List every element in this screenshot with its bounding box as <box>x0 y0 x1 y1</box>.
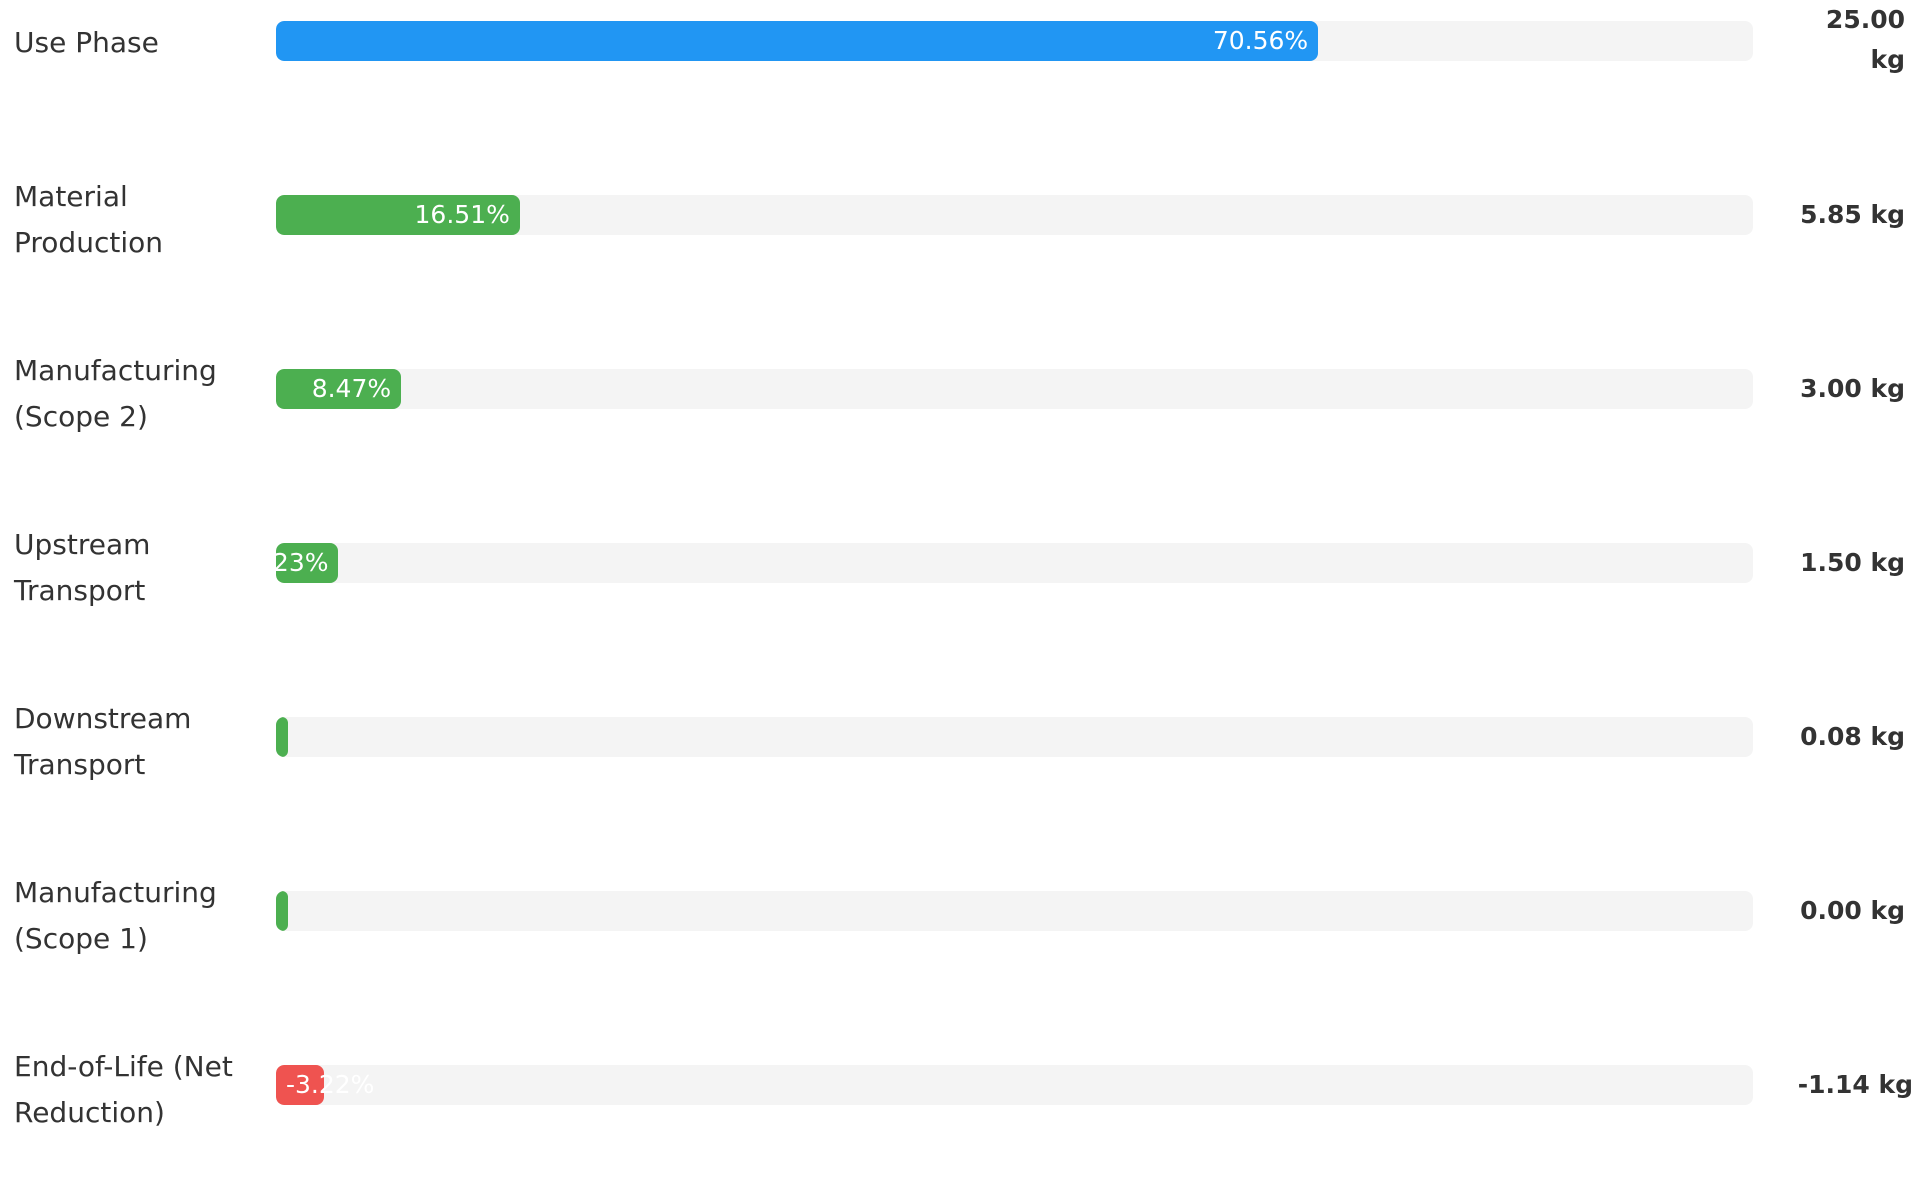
bar-fill <box>276 369 402 409</box>
bar-fill <box>276 1065 324 1105</box>
chart-row: End-of-Life (Net Reduction) -3.22% -1.14 k… <box>0 1050 1927 1196</box>
bar-track: 16.51% <box>276 195 1753 235</box>
bar-fill <box>276 717 288 757</box>
value-label: 1.50 kg <box>1800 548 1905 577</box>
chart-row: Use Phase 70.56% 25.00 kg <box>0 5 1927 152</box>
bar-fill <box>276 891 288 931</box>
chart-row: Manufacturing (Scope 1) 0.00 kg <box>0 876 1927 1022</box>
chart-row: Material Production 16.51% 5.85 kg <box>0 180 1927 326</box>
chart-row: Manufacturing (Scope 2) 8.47% 3.00 kg <box>0 354 1927 500</box>
chart-row: Downstream Transport 0.08 kg <box>0 702 1927 848</box>
bar-fill <box>276 21 1319 61</box>
chart-row: Upstream Transport 4.23% 1.50 kg <box>0 528 1927 674</box>
value-label: 0.08 kg <box>1800 722 1905 751</box>
category-label: End-of-Life (Net Reduction) <box>14 1050 233 1129</box>
bar-track: 70.56% <box>276 21 1753 61</box>
category-label: Manufacturing (Scope 1) <box>14 876 217 955</box>
bar-track <box>276 891 1753 931</box>
category-label: Downstream Transport <box>14 702 192 781</box>
percent-label: 70.56% <box>1212 26 1309 55</box>
category-label: Use Phase <box>14 26 159 59</box>
percent-label: 16.51% <box>414 200 510 229</box>
value-label: 5.85 kg <box>1800 200 1905 229</box>
category-label: Upstream Transport <box>14 528 151 607</box>
value-label: 3.00 kg <box>1800 374 1905 403</box>
value-label: 0.00 kg <box>1800 896 1905 925</box>
bar-fill <box>276 195 520 235</box>
percent-label: 4.23% <box>276 548 329 577</box>
category-label: Manufacturing (Scope 2) <box>14 354 217 433</box>
percent-label: -3.22% <box>286 1070 375 1099</box>
bar-track: 8.47% <box>276 369 1753 409</box>
percent-label: 8.47% <box>311 374 392 403</box>
bar-track: 4.23% <box>276 543 1753 583</box>
category-label: Material Production <box>14 180 163 259</box>
value-label: 25.00 kg <box>1825 5 1905 74</box>
bar-track <box>276 717 1753 757</box>
bar-fill <box>276 543 339 583</box>
bar-track: -3.22% <box>276 1065 1753 1105</box>
value-label: -1.14 kg <box>1797 1070 1913 1099</box>
